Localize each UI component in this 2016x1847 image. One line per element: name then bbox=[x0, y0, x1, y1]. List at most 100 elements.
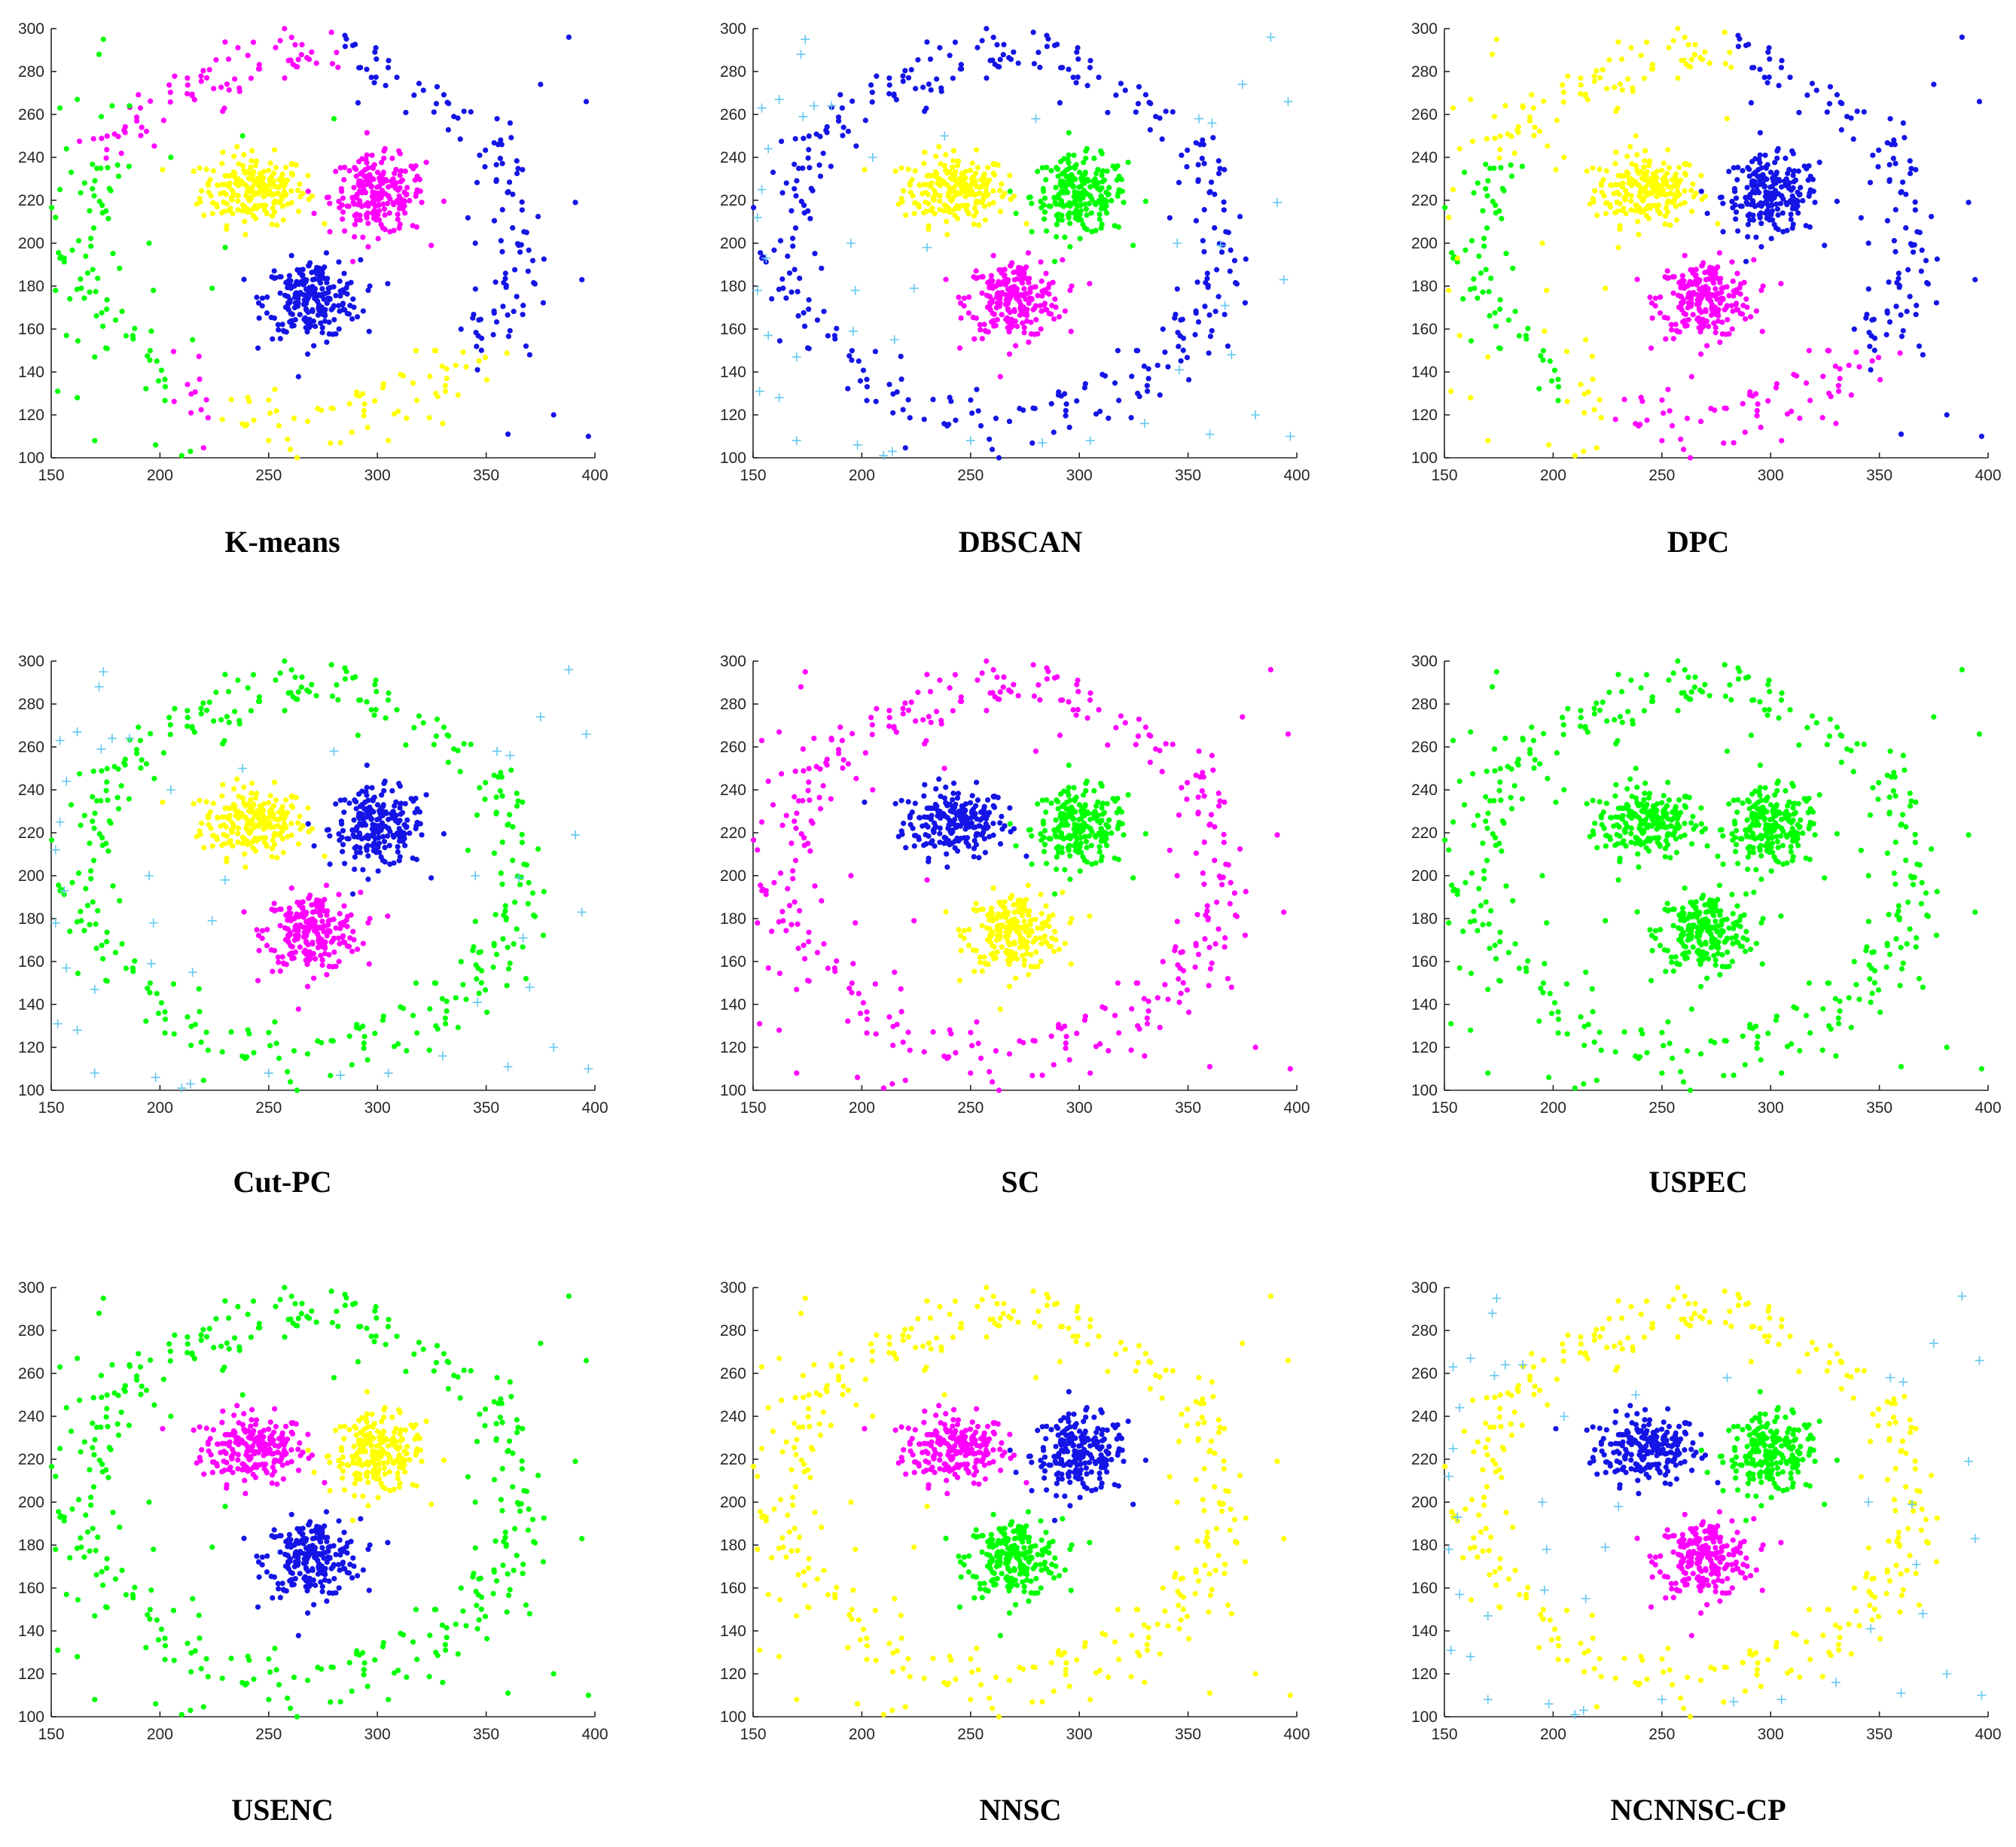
data-point bbox=[334, 49, 340, 56]
data-point bbox=[834, 325, 840, 331]
data-point bbox=[215, 182, 221, 188]
data-point bbox=[1722, 60, 1729, 67]
data-point bbox=[1468, 96, 1474, 102]
data-point bbox=[441, 724, 447, 730]
data-point bbox=[431, 109, 437, 115]
data-point bbox=[1581, 410, 1587, 416]
data-point bbox=[1109, 830, 1115, 837]
data-point bbox=[295, 296, 301, 302]
data-point bbox=[1011, 270, 1017, 276]
data-point bbox=[401, 821, 407, 827]
data-point bbox=[227, 840, 233, 846]
data-point bbox=[973, 268, 979, 274]
y-tick-label: 240 bbox=[720, 149, 746, 166]
data-point bbox=[1702, 270, 1708, 276]
data-point bbox=[248, 806, 255, 812]
data-point bbox=[997, 1006, 1003, 1012]
data-point bbox=[1038, 198, 1044, 205]
data-point bbox=[253, 190, 259, 196]
data-point bbox=[786, 270, 793, 276]
data-point bbox=[1052, 832, 1058, 838]
data-point bbox=[521, 229, 527, 235]
noise-point bbox=[1237, 80, 1247, 90]
data-point bbox=[955, 158, 962, 164]
data-point bbox=[853, 143, 859, 149]
data-point bbox=[395, 408, 401, 414]
data-point bbox=[1489, 51, 1496, 57]
data-point bbox=[1179, 152, 1185, 158]
data-point bbox=[1910, 249, 1917, 255]
data-point bbox=[1820, 373, 1826, 379]
x-tick-label: 400 bbox=[581, 1099, 608, 1117]
data-point bbox=[540, 932, 547, 938]
data-point bbox=[347, 935, 353, 941]
data-point bbox=[250, 39, 257, 45]
data-point bbox=[792, 225, 799, 231]
data-point bbox=[804, 345, 811, 351]
y-tick-label: 280 bbox=[720, 63, 746, 81]
data-point bbox=[478, 980, 484, 986]
data-point bbox=[505, 944, 511, 950]
data-point bbox=[291, 416, 297, 422]
data-point bbox=[948, 187, 954, 193]
data-point bbox=[1717, 194, 1724, 200]
data-point bbox=[1115, 190, 1121, 197]
data-point bbox=[393, 166, 399, 172]
data-point bbox=[1657, 209, 1663, 215]
data-point bbox=[922, 108, 928, 114]
data-point bbox=[937, 825, 943, 831]
data-point bbox=[510, 191, 516, 197]
data-point bbox=[303, 294, 310, 301]
data-point bbox=[540, 300, 547, 306]
data-point bbox=[1184, 163, 1190, 170]
data-point bbox=[1073, 80, 1079, 86]
data-point bbox=[170, 981, 177, 987]
data-point bbox=[1564, 398, 1570, 404]
data-point bbox=[1014, 286, 1020, 292]
data-point bbox=[971, 205, 978, 212]
data-point bbox=[103, 840, 109, 846]
data-point bbox=[397, 151, 403, 157]
data-point bbox=[90, 818, 96, 824]
data-point bbox=[1053, 184, 1059, 190]
data-point bbox=[1565, 73, 1571, 79]
data-point bbox=[374, 184, 380, 190]
data-point bbox=[1735, 32, 1741, 38]
data-point bbox=[435, 393, 441, 400]
data-point bbox=[357, 845, 363, 851]
noise-point bbox=[755, 386, 764, 396]
data-point bbox=[455, 392, 461, 398]
data-point bbox=[1496, 345, 1502, 351]
data-point bbox=[511, 940, 517, 947]
data-point bbox=[1775, 212, 1781, 218]
data-point bbox=[249, 148, 255, 154]
data-point bbox=[385, 281, 391, 287]
data-point bbox=[971, 213, 978, 219]
data-point bbox=[453, 362, 459, 368]
data-point bbox=[957, 66, 963, 72]
data-point bbox=[1765, 190, 1771, 197]
data-point bbox=[412, 809, 418, 815]
data-point bbox=[1618, 56, 1625, 62]
data-point bbox=[1850, 136, 1856, 142]
data-point bbox=[1780, 210, 1786, 216]
data-point bbox=[277, 670, 283, 676]
data-point bbox=[912, 800, 918, 806]
data-point bbox=[305, 942, 311, 948]
data-point bbox=[277, 922, 283, 928]
y-tick-label: 180 bbox=[720, 278, 746, 295]
data-point bbox=[499, 206, 505, 213]
data-point bbox=[968, 397, 974, 403]
data-point bbox=[1087, 57, 1093, 64]
data-point bbox=[1798, 184, 1804, 190]
data-point bbox=[988, 905, 994, 911]
data-point bbox=[267, 1043, 273, 1049]
data-point bbox=[510, 858, 516, 864]
data-point bbox=[465, 847, 471, 853]
data-point bbox=[398, 811, 404, 817]
data-point bbox=[380, 201, 386, 207]
data-point bbox=[93, 921, 99, 927]
data-point bbox=[979, 290, 985, 296]
data-point bbox=[1816, 160, 1822, 166]
data-point bbox=[511, 308, 517, 315]
